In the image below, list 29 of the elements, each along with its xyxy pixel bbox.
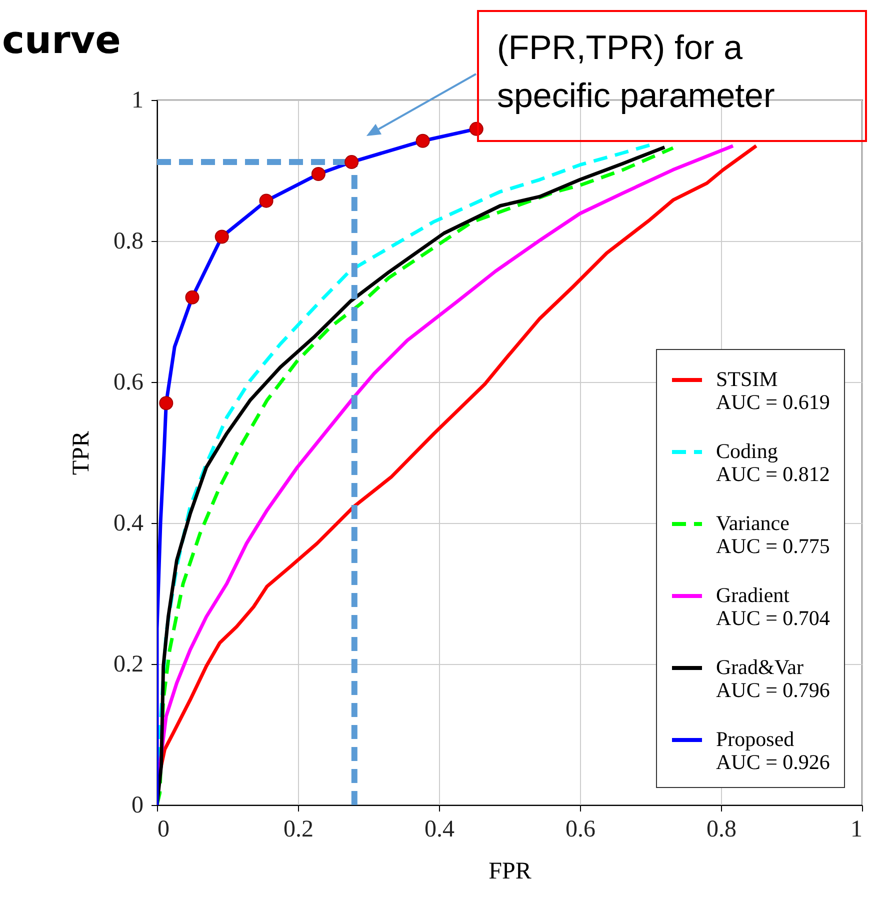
annotation: (FPR,TPR) for a specific parameter (496, 28, 776, 117)
legend-label: Coding AUC = 0.812 (716, 439, 830, 486)
point (416, 134, 430, 148)
x-tick-label: 0.8 (706, 816, 736, 842)
legend-label: Variance AUC = 0.775 (716, 511, 830, 558)
x-tick-label: 0 (158, 816, 170, 842)
y-axis-title: TPR (68, 430, 94, 476)
point (185, 290, 200, 304)
point (344, 155, 359, 170)
y-tick-label: 0 (132, 792, 144, 818)
point (159, 396, 174, 410)
point (311, 167, 326, 182)
y-tick-label: 0.6 (114, 370, 144, 396)
point (214, 230, 229, 244)
y-tick-label: 0.8 (114, 228, 144, 254)
y-tick-label: 0.2 (114, 652, 144, 678)
legend-label: Grad&Var AUC = 0.796 (716, 655, 830, 702)
x-tick-label: 0.4 (424, 816, 454, 842)
y-tick-label: 0.4 (114, 510, 144, 536)
x-axis-title: FPR (488, 858, 532, 884)
point (259, 194, 274, 208)
legend-label: Gradient AUC = 0.704 (716, 583, 830, 630)
x-tick-label: 1 (850, 816, 862, 842)
chart-title: curve (2, 18, 121, 62)
legend-label: STSIM AUC = 0.619 (716, 367, 830, 414)
x-tick-label: 0.2 (284, 816, 314, 842)
legend-label: Proposed AUC = 0.926 (716, 727, 830, 774)
x-tick-label: 0.6 (566, 816, 596, 842)
y-tick-label: 1 (132, 88, 144, 114)
